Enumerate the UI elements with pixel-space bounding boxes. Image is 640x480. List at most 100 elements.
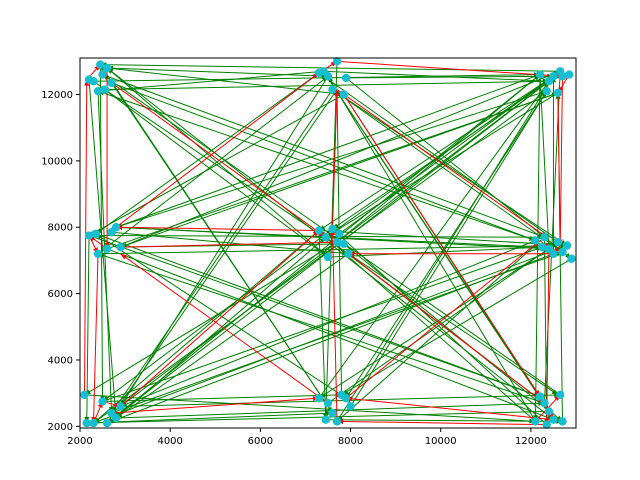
data-point	[314, 393, 324, 403]
data-point	[542, 420, 551, 429]
x-axis: 2000 4000 6000 8000 10000 12000	[67, 428, 547, 447]
green-edge	[120, 75, 329, 407]
axes-frame	[79, 57, 577, 429]
green-edge	[327, 75, 536, 422]
data-point	[565, 70, 574, 79]
data-point	[111, 223, 121, 232]
data-point	[102, 418, 112, 428]
green-edge	[332, 89, 563, 253]
green-edge	[93, 245, 568, 424]
green-edge	[93, 80, 329, 258]
data-point	[328, 408, 337, 418]
green-edges	[84, 61, 572, 426]
green-edge	[84, 394, 536, 422]
data-point	[84, 231, 94, 240]
data-point	[537, 242, 547, 252]
green-edge	[318, 230, 327, 420]
green-edge	[104, 80, 549, 91]
green-edge	[86, 410, 549, 424]
green-edge	[318, 75, 554, 231]
data-point	[535, 70, 545, 79]
red-edge	[111, 397, 320, 414]
green-edge	[318, 72, 559, 243]
data-point	[321, 415, 330, 424]
green-edge	[346, 75, 554, 79]
data-point	[346, 402, 355, 411]
red-arrowhead	[120, 253, 127, 260]
red-edge	[332, 228, 338, 422]
green-edge	[115, 236, 327, 419]
red-edge	[345, 397, 554, 421]
green-edge	[88, 94, 345, 236]
data-point	[100, 85, 110, 94]
green-edge	[95, 233, 347, 399]
red-edge	[93, 253, 99, 424]
green-edge	[107, 67, 329, 77]
data-point	[328, 224, 337, 234]
x-tick-label: 4000	[157, 436, 182, 447]
x-tick-label: 12000	[515, 436, 547, 447]
green-edge	[88, 79, 117, 419]
data-point	[339, 239, 348, 249]
data-point	[549, 415, 558, 424]
red-edge	[120, 230, 320, 407]
green-edge	[86, 412, 333, 424]
data-point	[341, 73, 351, 83]
x-tick-label: 6000	[248, 436, 273, 447]
data-point	[339, 90, 348, 99]
data-point	[556, 67, 565, 76]
green-edge	[327, 246, 543, 258]
red-arrowhead	[334, 89, 340, 96]
green-edge	[115, 253, 349, 419]
green-edge	[95, 233, 541, 397]
y-tick-label: 6000	[48, 289, 73, 300]
scatter-points	[80, 57, 576, 429]
y-tick-label: 8000	[48, 223, 73, 234]
y-tick-label: 10000	[41, 156, 73, 167]
green-edge	[336, 75, 554, 422]
data-point	[80, 390, 89, 400]
data-point	[84, 75, 94, 84]
data-point	[544, 407, 554, 416]
red-edge	[116, 226, 319, 232]
green-edge	[325, 419, 563, 422]
green-edge	[106, 67, 554, 421]
green-edge	[336, 236, 545, 422]
green-edge	[106, 74, 541, 424]
data-point	[553, 88, 563, 98]
red-edge	[120, 241, 338, 248]
x-tick-label: 8000	[338, 436, 363, 447]
data-point	[102, 63, 112, 73]
red-edge	[343, 94, 541, 397]
red-edge	[546, 248, 550, 425]
y-axis: 2000 4000 6000 8000 10000 12000	[41, 90, 80, 433]
data-point	[323, 252, 333, 262]
green-edge	[120, 240, 536, 407]
green-edge	[97, 253, 545, 404]
green-edge	[111, 251, 563, 414]
data-point	[89, 418, 98, 428]
data-point	[116, 402, 125, 411]
data-point	[332, 417, 342, 426]
data-point	[562, 241, 572, 250]
red-edge	[559, 76, 563, 246]
data-point	[335, 229, 344, 239]
red-edge	[347, 253, 545, 404]
red-edge	[120, 253, 329, 404]
green-edge	[318, 248, 550, 399]
data-point	[321, 232, 330, 242]
data-point	[93, 86, 103, 96]
plot-area	[80, 57, 576, 429]
green-edge	[106, 67, 344, 95]
data-point	[314, 226, 324, 235]
data-point	[549, 72, 558, 81]
green-edge	[318, 230, 568, 246]
green-edge	[97, 75, 329, 255]
data-point	[549, 249, 558, 258]
data-point	[102, 244, 112, 254]
data-point	[96, 60, 105, 69]
data-point	[540, 232, 549, 242]
green-edge	[327, 241, 559, 404]
red-edge	[336, 89, 547, 238]
data-point	[98, 397, 107, 406]
